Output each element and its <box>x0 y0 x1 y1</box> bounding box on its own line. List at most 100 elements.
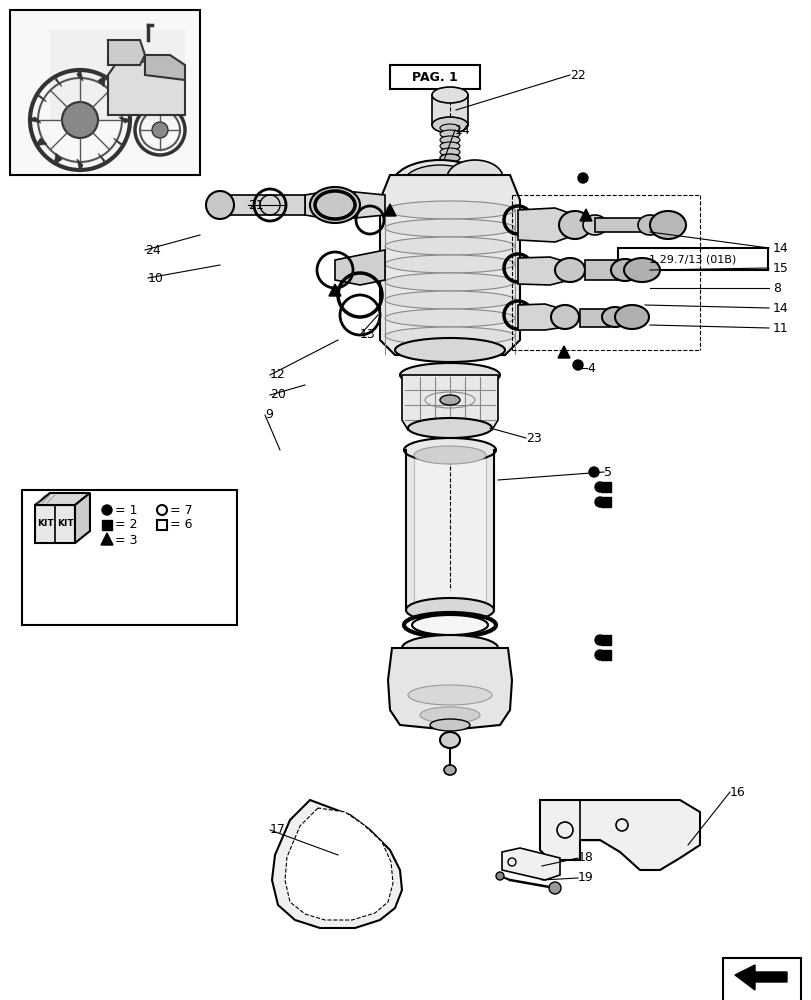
Text: = 6: = 6 <box>169 518 192 532</box>
Polygon shape <box>108 60 185 115</box>
Ellipse shape <box>440 136 460 144</box>
Polygon shape <box>501 848 560 880</box>
Text: 14: 14 <box>772 302 787 314</box>
Text: 1.29.7/13 (01B): 1.29.7/13 (01B) <box>649 254 736 264</box>
Text: 8: 8 <box>772 282 780 294</box>
Polygon shape <box>119 117 132 123</box>
Polygon shape <box>108 40 145 65</box>
Polygon shape <box>557 346 569 358</box>
Text: 19: 19 <box>577 871 593 884</box>
Polygon shape <box>114 94 125 102</box>
Polygon shape <box>384 204 396 216</box>
Ellipse shape <box>206 191 234 219</box>
Polygon shape <box>335 250 384 285</box>
Ellipse shape <box>404 438 496 462</box>
Polygon shape <box>98 75 106 87</box>
Text: 14: 14 <box>454 124 470 137</box>
Text: 20: 20 <box>270 388 285 401</box>
Ellipse shape <box>614 305 648 329</box>
Ellipse shape <box>582 215 607 235</box>
Polygon shape <box>35 138 46 146</box>
Polygon shape <box>401 375 497 430</box>
Ellipse shape <box>446 160 502 196</box>
Ellipse shape <box>558 211 590 239</box>
Bar <box>157 520 167 530</box>
Text: 24: 24 <box>145 243 161 256</box>
Polygon shape <box>388 648 512 730</box>
Polygon shape <box>77 68 83 81</box>
Ellipse shape <box>392 160 487 210</box>
Bar <box>440 128 460 158</box>
Polygon shape <box>28 117 41 123</box>
Bar <box>389 65 479 89</box>
Text: 10: 10 <box>148 271 164 284</box>
Polygon shape <box>579 209 591 221</box>
Bar <box>581 800 599 840</box>
Circle shape <box>588 467 599 477</box>
Text: 9: 9 <box>264 408 272 422</box>
Polygon shape <box>220 195 305 215</box>
Ellipse shape <box>411 615 487 635</box>
Ellipse shape <box>430 719 470 731</box>
Text: 21: 21 <box>247 199 264 212</box>
Ellipse shape <box>623 258 659 282</box>
Ellipse shape <box>384 273 514 291</box>
Text: 12: 12 <box>270 368 285 381</box>
Bar <box>600 497 610 507</box>
Ellipse shape <box>601 307 627 327</box>
Ellipse shape <box>637 215 661 235</box>
Ellipse shape <box>649 211 685 239</box>
Polygon shape <box>50 30 185 120</box>
Circle shape <box>577 173 587 183</box>
Ellipse shape <box>431 87 467 103</box>
Ellipse shape <box>407 418 491 438</box>
Polygon shape <box>272 800 401 928</box>
Text: 18: 18 <box>577 851 593 864</box>
Text: 11: 11 <box>772 322 787 334</box>
Ellipse shape <box>401 165 478 205</box>
Polygon shape <box>54 75 62 87</box>
Polygon shape <box>145 55 185 80</box>
Text: KIT: KIT <box>36 520 54 528</box>
Circle shape <box>594 497 604 507</box>
Ellipse shape <box>440 148 460 156</box>
Bar <box>414 455 486 610</box>
Polygon shape <box>35 493 90 505</box>
Polygon shape <box>114 138 125 146</box>
Ellipse shape <box>419 707 479 723</box>
Bar <box>600 482 610 492</box>
Ellipse shape <box>384 291 514 309</box>
Text: 14: 14 <box>772 241 787 254</box>
Polygon shape <box>517 304 564 330</box>
Polygon shape <box>539 800 699 870</box>
Text: 4: 4 <box>586 361 594 374</box>
Polygon shape <box>579 309 614 327</box>
Bar <box>22 490 237 625</box>
Circle shape <box>102 505 112 515</box>
Polygon shape <box>54 153 62 165</box>
Ellipse shape <box>384 237 514 255</box>
Ellipse shape <box>440 124 460 132</box>
Circle shape <box>152 122 168 138</box>
Polygon shape <box>285 808 393 920</box>
Ellipse shape <box>440 130 460 138</box>
Circle shape <box>594 482 604 492</box>
Ellipse shape <box>444 765 456 775</box>
Text: 17: 17 <box>270 823 285 836</box>
Circle shape <box>594 635 604 645</box>
Circle shape <box>496 872 504 880</box>
Bar <box>617 248 767 270</box>
Text: = 1: = 1 <box>115 504 137 516</box>
Polygon shape <box>517 257 569 285</box>
Ellipse shape <box>414 446 486 464</box>
Polygon shape <box>517 208 574 242</box>
Polygon shape <box>98 153 106 165</box>
Polygon shape <box>35 94 46 102</box>
Ellipse shape <box>394 338 504 362</box>
Polygon shape <box>594 218 649 232</box>
Ellipse shape <box>551 305 578 329</box>
Polygon shape <box>380 175 519 355</box>
Bar <box>431 95 467 125</box>
Polygon shape <box>101 533 113 545</box>
Ellipse shape <box>440 732 460 748</box>
